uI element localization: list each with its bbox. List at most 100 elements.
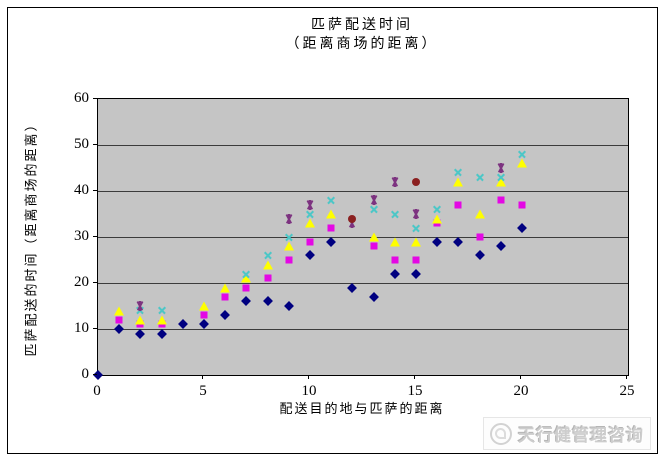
y-tick-label: 60	[74, 90, 89, 106]
marker-x	[433, 205, 442, 214]
marker-diamond	[199, 319, 209, 330]
x-tick-mark	[626, 375, 627, 379]
marker-diamond	[389, 268, 400, 279]
marker-triangle	[305, 218, 315, 228]
y-tick-label: 50	[74, 136, 89, 152]
marker-square	[433, 219, 441, 227]
y-tick-label: 30	[74, 228, 89, 244]
x-tick-label: 5	[199, 383, 207, 399]
marker-diamond	[495, 241, 506, 252]
marker-x	[390, 210, 399, 219]
marker-square	[391, 256, 399, 264]
marker-x	[284, 233, 293, 242]
marker-square	[115, 316, 123, 324]
marker-star	[411, 209, 421, 219]
marker-star	[389, 176, 400, 187]
y-axis-title-wrap: 匹萨配送的时间（距离商场的距离）	[14, 98, 46, 374]
marker-diamond	[517, 222, 527, 233]
marker-square	[518, 201, 526, 209]
x-tick-label: 10	[301, 383, 317, 399]
marker-triangle	[517, 158, 527, 168]
marker-star	[495, 163, 506, 173]
marker-x	[412, 223, 421, 232]
marker-x	[263, 251, 272, 260]
marker-x	[454, 168, 463, 177]
marker-x	[306, 210, 315, 219]
gridline	[98, 329, 628, 330]
marker-square	[497, 196, 505, 204]
marker-triangle	[199, 301, 209, 311]
marker-diamond	[241, 296, 252, 307]
y-tick-label: 20	[74, 274, 89, 290]
chart-frame	[7, 7, 658, 454]
y-tick-mark	[93, 190, 97, 191]
marker-x	[157, 306, 166, 315]
gridline	[98, 145, 628, 146]
marker-square	[454, 201, 462, 209]
marker-diamond	[135, 328, 146, 339]
marker-square	[476, 233, 484, 241]
marker-triangle	[495, 177, 506, 187]
x-tick-mark	[308, 375, 309, 379]
marker-diamond	[453, 236, 464, 247]
marker-triangle	[135, 315, 146, 325]
y-tick-mark	[93, 374, 97, 375]
marker-triangle	[453, 177, 464, 187]
marker-x	[496, 173, 505, 182]
marker-diamond	[283, 301, 294, 311]
marker-star	[283, 213, 294, 224]
x-tick-mark	[414, 375, 415, 379]
marker-star	[368, 195, 379, 206]
plot-area	[93, 98, 629, 380]
marker-diamond	[114, 324, 125, 334]
marker-triangle	[411, 237, 421, 247]
y-tick-label: 40	[74, 182, 89, 198]
watermark-text: 天行健管理咨询	[518, 426, 644, 445]
marker-square	[264, 274, 272, 282]
marker-square	[412, 256, 420, 264]
marker-diamond	[220, 310, 231, 321]
marker-circle	[348, 214, 357, 223]
marker-x	[369, 205, 378, 214]
watermark: 天行健管理咨询	[483, 417, 651, 450]
watermark-logo-icon	[490, 422, 512, 445]
marker-triangle	[283, 241, 294, 251]
marker-square	[285, 256, 293, 264]
marker-x	[242, 269, 251, 278]
x-tick-mark	[520, 375, 521, 379]
y-tick-mark	[93, 98, 97, 99]
marker-square	[136, 320, 144, 328]
y-tick-label: 0	[81, 366, 90, 382]
marker-diamond	[156, 328, 167, 339]
chart-title-block: 匹萨配送时间 （距离商场的距离）	[97, 16, 627, 54]
marker-diamond	[411, 268, 421, 279]
marker-triangle	[241, 273, 252, 283]
marker-diamond	[432, 236, 443, 247]
y-tick-mark	[93, 236, 97, 237]
x-axis-title: 配送目的地与匹萨的距离	[279, 401, 445, 416]
y-axis-title: 匹萨配送的时间（距离商场的距离）	[23, 115, 39, 357]
marker-diamond	[177, 319, 188, 330]
y-tick-mark	[93, 144, 97, 145]
x-tick-label: 15	[407, 383, 423, 399]
gridline	[98, 283, 628, 284]
marker-diamond	[326, 236, 337, 247]
marker-star	[135, 301, 146, 311]
marker-triangle	[326, 209, 337, 219]
marker-diamond	[305, 250, 315, 261]
chart-title: 匹萨配送时间	[311, 18, 413, 33]
x-tick-label: 0	[93, 383, 101, 399]
marker-square	[327, 224, 335, 232]
x-tick-label: 20	[513, 383, 529, 399]
marker-diamond	[368, 291, 379, 302]
marker-square	[200, 311, 208, 319]
marker-square	[158, 320, 166, 328]
marker-square	[306, 238, 314, 246]
marker-triangle	[156, 315, 167, 325]
marker-triangle	[368, 232, 379, 242]
marker-circle	[412, 177, 420, 186]
marker-square	[370, 242, 378, 250]
x-tick-label: 25	[619, 383, 635, 399]
gridline	[98, 237, 628, 238]
